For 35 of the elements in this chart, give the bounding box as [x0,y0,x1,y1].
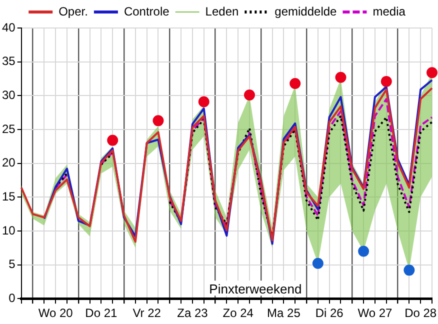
point [380,76,392,87]
point [290,78,301,89]
y-tick-label: 5 [8,257,16,272]
point [152,115,164,126]
x-tick-label: Vr 22 [132,306,162,320]
y-tick-label: 35 [2,54,16,68]
point [358,246,370,257]
x-tick-label: Wo 27 [358,306,393,320]
y-tick-label: 25 [2,122,16,136]
point [335,72,346,83]
point [312,258,324,269]
y-tick-label: 0 [8,290,16,305]
point [244,89,255,100]
y-tick-label: 20 [2,156,16,170]
x-tick-label: Do 28 [404,306,437,320]
y-tick-label: 40 [2,20,16,34]
legend-label: gemiddelde [274,4,338,18]
y-tick-label: 15 [2,189,16,204]
x-tick-label: Wo 20 [38,306,74,320]
legend-label: media [372,4,406,18]
x-tick-label: Zo 24 [222,306,254,320]
legend-label: Controle [124,4,170,18]
y-tick-label: 30 [2,88,16,102]
legend-label: Oper. [58,4,88,18]
x-tick-label: Do 21 [85,306,118,320]
point [198,96,210,108]
point [107,134,118,146]
point [426,67,438,78]
legend-label: Leden [205,4,239,18]
point [404,264,415,276]
x-tick-label: Ma 25 [267,306,301,320]
annotation: Pinxterweekend [209,282,302,297]
y-tick-label: 10 [2,223,16,238]
x-tick-label: Di 26 [315,306,344,320]
x-tick-label: Za 23 [177,306,208,320]
